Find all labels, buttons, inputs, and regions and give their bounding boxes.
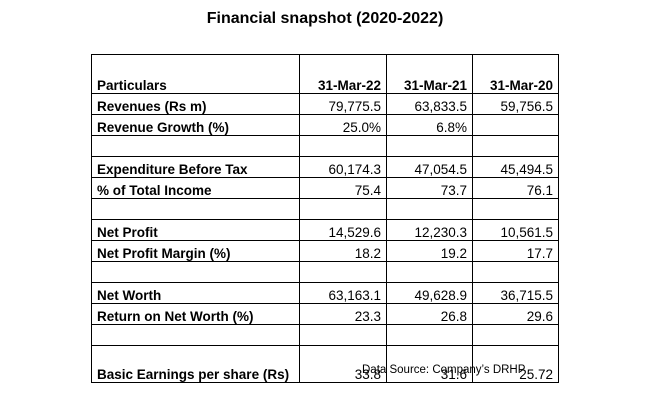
cell-2021 — [386, 324, 473, 346]
row-label — [91, 198, 300, 220]
cell-2022: 23.3 — [299, 303, 387, 325]
cell-2021 — [386, 261, 473, 283]
cell-2021: 63,833.5 — [386, 93, 473, 115]
cell-2020: 17.7 — [472, 240, 559, 262]
row-label: Expenditure Before Tax — [91, 156, 300, 178]
cell-2022: 25.0% — [299, 114, 387, 136]
cell-2020 — [472, 324, 559, 346]
table-row-spacer — [91, 261, 559, 283]
cell-2022 — [299, 261, 387, 283]
row-label: % of Total Income — [91, 177, 300, 199]
table-row: % of Total Income 75.4 73.7 76.1 — [91, 177, 559, 199]
cell-2022 — [299, 324, 387, 346]
cell-2022: 63,163.1 — [299, 282, 387, 304]
data-source-note: Data Source: Company’s DRHP — [362, 364, 526, 376]
cell-2022: 60,174.3 — [299, 156, 387, 178]
header-col-2020: 31-Mar-20 — [472, 54, 559, 94]
row-label: Net Worth — [91, 282, 300, 304]
cell-2022 — [299, 135, 387, 157]
row-label — [91, 135, 300, 157]
row-label: Net Profit — [91, 219, 300, 241]
financial-table: Particulars 31-Mar-22 31-Mar-21 31-Mar-2… — [91, 54, 559, 383]
cell-2022: 79,775.5 — [299, 93, 387, 115]
cell-2021: 19.2 — [386, 240, 473, 262]
cell-2021: 6.8% — [386, 114, 473, 136]
cell-2020: 25.72 — [472, 345, 559, 383]
cell-2020: 59,756.5 — [472, 93, 559, 115]
header-col-2022: 31-Mar-22 — [299, 54, 387, 94]
table-row: Net Profit 14,529.6 12,230.3 10,561.5 — [91, 219, 559, 241]
cell-2020: 29.6 — [472, 303, 559, 325]
cell-2020: 45,494.5 — [472, 156, 559, 178]
cell-2021 — [386, 198, 473, 220]
cell-2021: 73.7 — [386, 177, 473, 199]
cell-2020: 76.1 — [472, 177, 559, 199]
row-label: Revenues (Rs m) — [91, 93, 300, 115]
cell-2020 — [472, 261, 559, 283]
cell-2022: 18.2 — [299, 240, 387, 262]
cell-2022: 33.8 — [299, 345, 387, 383]
cell-2020: 10,561.5 — [472, 219, 559, 241]
header-col-2021: 31-Mar-21 — [386, 54, 473, 94]
table-row: Expenditure Before Tax 60,174.3 47,054.5… — [91, 156, 559, 178]
table-row: Revenue Growth (%) 25.0% 6.8% — [91, 114, 559, 136]
cell-2022: 75.4 — [299, 177, 387, 199]
table-row: Net Worth 63,163.1 49,628.9 36,715.5 — [91, 282, 559, 304]
table-row: Return on Net Worth (%) 23.3 26.8 29.6 — [91, 303, 559, 325]
table-row: Revenues (Rs m) 79,775.5 63,833.5 59,756… — [91, 93, 559, 115]
row-label: Revenue Growth (%) — [91, 114, 300, 136]
cell-2020 — [472, 114, 559, 136]
cell-2020: 36,715.5 — [472, 282, 559, 304]
cell-2022: 14,529.6 — [299, 219, 387, 241]
table-header-row: Particulars 31-Mar-22 31-Mar-21 31-Mar-2… — [91, 54, 559, 94]
row-label: Basic Earnings per share (Rs) — [91, 345, 300, 383]
cell-2020 — [472, 198, 559, 220]
cell-2020 — [472, 135, 559, 157]
row-label — [91, 261, 300, 283]
row-label — [91, 324, 300, 346]
table-row-spacer — [91, 198, 559, 220]
cell-2021 — [386, 135, 473, 157]
header-particulars: Particulars — [91, 54, 300, 94]
table-row: Net Profit Margin (%) 18.2 19.2 17.7 — [91, 240, 559, 262]
table-row-spacer — [91, 324, 559, 346]
cell-2022 — [299, 198, 387, 220]
row-label: Net Profit Margin (%) — [91, 240, 300, 262]
cell-2021: 49,628.9 — [386, 282, 473, 304]
page-title: Financial snapshot (2020-2022) — [206, 10, 444, 27]
cell-2021: 47,054.5 — [386, 156, 473, 178]
row-label: Return on Net Worth (%) — [91, 303, 300, 325]
cell-2021: 26.8 — [386, 303, 473, 325]
cell-2021: 12,230.3 — [386, 219, 473, 241]
table-row-spacer — [91, 135, 559, 157]
table-row: Basic Earnings per share (Rs) 33.8 31.6 … — [91, 345, 559, 383]
